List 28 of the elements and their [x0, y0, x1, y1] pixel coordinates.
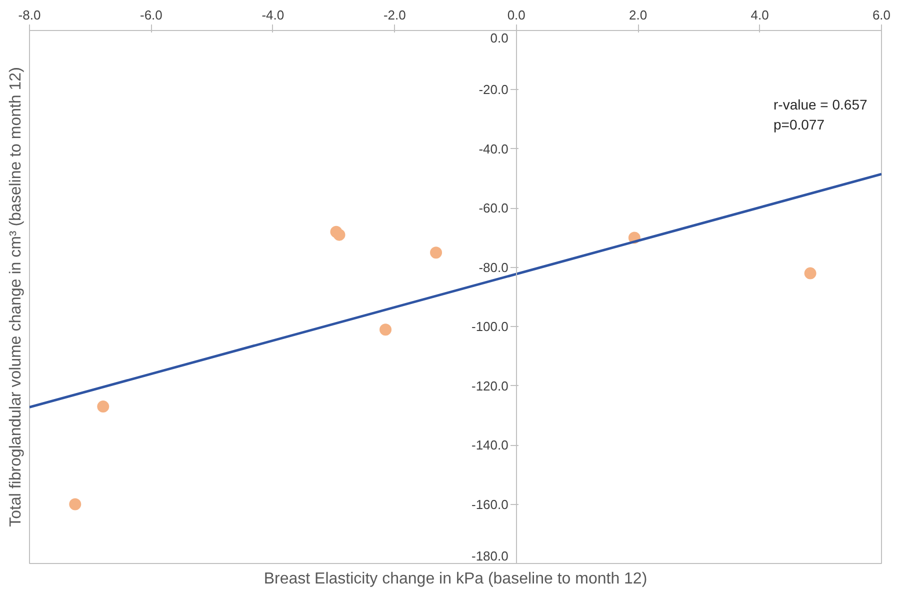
x-tick-label: 2.0	[629, 8, 648, 22]
y-tick-label: 0.0	[490, 30, 508, 46]
annotation: p=0.077	[774, 116, 825, 132]
y-tick-label: -20.0	[478, 82, 508, 98]
point	[430, 246, 442, 259]
y-tick-label: -140.0	[471, 438, 508, 453]
x-axis-title: Breast Elasticity change in kPa (baseline to month 12)	[264, 570, 648, 588]
x-tick-label: -8.0	[18, 8, 41, 22]
y-tick-label: -100.0	[471, 319, 508, 334]
point	[97, 400, 110, 413]
y-tick-label: -180.0	[471, 548, 508, 564]
y-tick-label: -120.0	[471, 378, 508, 394]
y-tick-label: -80.0	[478, 260, 508, 275]
point	[69, 498, 82, 510]
y-axis-title: Total fibroglandular volume change in cm³ (baseline to month 12)	[8, 67, 24, 527]
point	[804, 267, 816, 280]
x-tick-label: -6.0	[140, 8, 162, 22]
x-tick-label: 6.0	[872, 8, 891, 22]
y-tick-label: -60.0	[478, 200, 508, 216]
x-tick-label: -2.0	[383, 8, 406, 22]
point	[333, 228, 346, 241]
x-tick-label: 4.0	[750, 8, 769, 22]
y-tick-label: -160.0	[471, 496, 508, 512]
y-tick-label: -40.0	[478, 141, 508, 156]
point	[380, 324, 392, 336]
annotation: r-value = 0.657	[774, 96, 868, 112]
x-tick-label: 0.0	[507, 8, 526, 22]
x-tick-label: -4.0	[262, 8, 284, 22]
